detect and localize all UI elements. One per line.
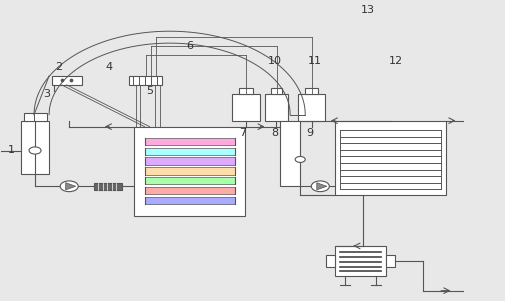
Bar [280,121,300,186]
Bar [305,88,319,94]
Bar [94,183,122,190]
Circle shape [295,157,305,163]
Text: 9: 9 [307,128,314,138]
Bar [22,121,49,174]
Bar [129,76,162,85]
Bar [52,76,82,85]
Bar [144,197,235,204]
Text: 12: 12 [388,56,402,66]
Text: 13: 13 [361,5,375,15]
Text: 6: 6 [186,41,193,51]
Circle shape [29,147,41,154]
Bar [298,94,325,121]
Text: 3: 3 [43,89,50,99]
Bar [144,167,235,175]
Bar [144,157,235,165]
Text: 1: 1 [8,145,15,156]
Text: 5: 5 [146,86,153,96]
Bar [386,255,394,267]
Bar [239,88,253,94]
Bar [134,127,245,216]
Bar [232,94,260,121]
Bar [24,113,46,121]
Bar [265,94,288,121]
Text: 8: 8 [272,128,279,138]
Bar [144,187,235,194]
Polygon shape [66,183,76,190]
Bar [144,177,235,185]
Text: 4: 4 [106,62,113,72]
Circle shape [60,181,78,192]
Bar [144,147,235,155]
Text: 10: 10 [268,56,282,66]
Text: 11: 11 [308,56,322,66]
Bar [144,138,235,145]
Text: 7: 7 [239,128,246,138]
Text: 2: 2 [56,62,63,72]
Polygon shape [317,183,327,190]
Circle shape [311,181,329,192]
Bar [326,255,335,267]
Bar [335,246,386,276]
Bar [335,121,446,195]
Bar [271,88,282,94]
